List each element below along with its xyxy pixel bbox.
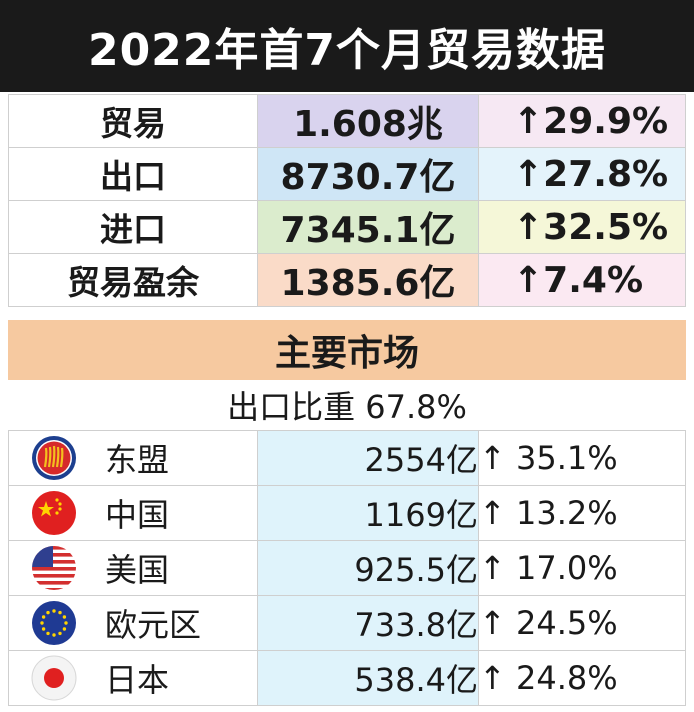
- market-value: 2554亿: [257, 430, 479, 486]
- row-value: 8730.7亿: [257, 147, 479, 201]
- market-change: ↑ 24.5%: [478, 595, 686, 651]
- usa-flag-icon: [31, 545, 77, 591]
- markets-table: 东盟 2554亿 ↑ 35.1% 中国 1169亿 ↑ 13.2% 美国 925…: [8, 430, 686, 706]
- table-row: 美国 925.5亿 ↑ 17.0%: [8, 540, 686, 596]
- row-change: ↑32.5%: [478, 200, 686, 254]
- row-value: 1385.6亿: [257, 253, 479, 307]
- table-row: 日本 538.4亿 ↑ 24.8%: [8, 650, 686, 706]
- row-change: ↑29.9%: [478, 94, 686, 148]
- market-change: ↑ 35.1%: [478, 430, 686, 486]
- market-change: ↑ 24.8%: [478, 650, 686, 706]
- table-row: 欧元区 733.8亿 ↑ 24.5%: [8, 595, 686, 651]
- market-value: 733.8亿: [257, 595, 479, 651]
- asean-flag-icon: [31, 435, 77, 481]
- market-name: 日本: [105, 661, 170, 699]
- row-label: 进口: [8, 200, 258, 254]
- market-change: ↑ 17.0%: [478, 540, 686, 596]
- market-value: 925.5亿: [257, 540, 479, 596]
- export-share: 出口比重 67.8%: [8, 380, 686, 430]
- row-value: 7345.1亿: [257, 200, 479, 254]
- market-name: 欧元区: [105, 606, 202, 644]
- row-change: ↑27.8%: [478, 147, 686, 201]
- row-label: 贸易: [8, 94, 258, 148]
- table-row: 东盟 2554亿 ↑ 35.1%: [8, 430, 686, 486]
- row-value: 1.608兆: [257, 94, 479, 148]
- table-row: 进口 7345.1亿 ↑32.5%: [8, 200, 686, 254]
- row-label: 出口: [8, 147, 258, 201]
- row-change: ↑7.4%: [478, 253, 686, 307]
- page-title: 2022年首7个月贸易数据: [0, 0, 694, 92]
- china-flag-icon: [31, 490, 77, 536]
- table-row: 贸易盈余 1385.6亿 ↑7.4%: [8, 253, 686, 307]
- summary-table: 贸易 1.608兆 ↑29.9% 出口 8730.7亿 ↑27.8% 进口 73…: [8, 94, 686, 307]
- market-name: 中国: [105, 496, 170, 534]
- market-name: 东盟: [105, 441, 170, 479]
- market-name: 美国: [105, 551, 170, 589]
- japan-flag-icon: [31, 655, 77, 701]
- market-value: 1169亿: [257, 485, 479, 541]
- section-heading: 主要市场: [8, 320, 686, 380]
- table-row: 贸易 1.608兆 ↑29.9%: [8, 94, 686, 148]
- table-row: 出口 8730.7亿 ↑27.8%: [8, 147, 686, 201]
- table-row: 中国 1169亿 ↑ 13.2%: [8, 485, 686, 541]
- market-change: ↑ 13.2%: [478, 485, 686, 541]
- eu-flag-icon: [31, 600, 77, 646]
- market-value: 538.4亿: [257, 650, 479, 706]
- row-label: 贸易盈余: [8, 253, 258, 307]
